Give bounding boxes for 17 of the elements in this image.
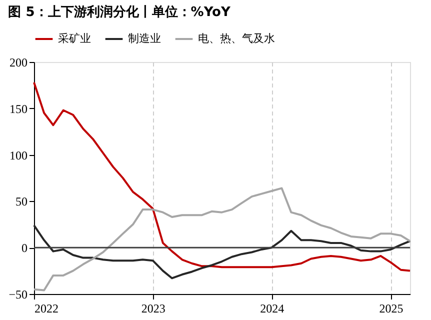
y-tick-label: 50: [16, 194, 28, 209]
legend-label: 制造业: [128, 32, 161, 45]
chart-title: 图 5：上下游利润分化丨单位：%YoY: [8, 4, 231, 20]
x-tick-label: 2023: [141, 302, 166, 316]
legend-label: 采矿业: [58, 32, 91, 45]
y-tick-label: 150: [10, 102, 28, 116]
line-series: [33, 187, 411, 292]
x-tick-label: 2022: [34, 302, 58, 316]
x-tick-label: 2025: [379, 302, 404, 316]
y-tick-label: 100: [10, 148, 28, 162]
y-tick-label: 0: [22, 241, 28, 256]
legend-label: 电、热、气及水: [198, 32, 275, 45]
y-tick-label: −50: [8, 288, 28, 302]
x-tick-label: 2024: [260, 302, 284, 316]
line-series: [33, 81, 411, 272]
line-series: [33, 224, 411, 280]
y-tick-label: 200: [10, 56, 28, 70]
